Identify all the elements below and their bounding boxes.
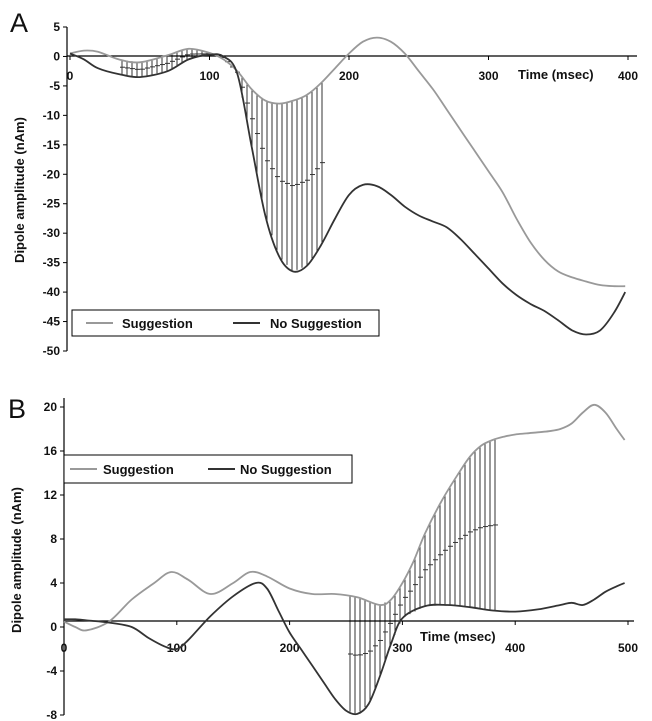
panel-a-y-tick-label: 0 [53, 49, 60, 63]
panel-a-y-tick-label: -25 [43, 197, 61, 211]
panel-a-legend-box [71, 309, 380, 337]
panel-b-legend: Suggestion No Suggestion [63, 454, 353, 484]
panel-a-y-tick-label: -35 [43, 256, 61, 270]
panel-b-x-tick-label: 300 [392, 641, 412, 655]
panel-a-y-tick-label: -5 [49, 79, 60, 93]
panel-a-legend-label-no-suggestion: No Suggestion [270, 316, 362, 331]
panel-a-y-tick-label: -10 [43, 108, 61, 122]
panel-a-legend-label-suggestion: Suggestion [122, 316, 193, 331]
panel-b-y-tick-label: 12 [44, 488, 58, 502]
panel-b-x-ticks: 0 100 200 300 400 500 [61, 621, 638, 655]
panel-b-y-axis-title: Dipole amplitude (nAm) [9, 487, 24, 633]
panel-b-y-ticks: 20 16 12 8 4 0 -4 -8 [44, 400, 64, 721]
panel-a-y-tick-label: -50 [43, 344, 61, 358]
panel-a-x-tick-label: 0 [67, 69, 74, 83]
panel-b-letter: B [8, 394, 26, 424]
panel-b-y-tick-label: 4 [50, 576, 57, 590]
panel-b-series-suggestion [63, 403, 626, 632]
panel-a-legend: Suggestion No Suggestion [71, 309, 380, 337]
panel-a-x-tick-label: 200 [339, 69, 359, 83]
panel-b-y-tick-label: -8 [46, 708, 57, 721]
panel-b-legend-label-no-suggestion: No Suggestion [240, 462, 332, 477]
panel-b-x-axis-title: Time (msec) [420, 629, 496, 644]
panel-b-y-tick-label: 20 [44, 400, 58, 414]
panel-a-y-tick-label: -20 [43, 167, 61, 181]
panel-a-x-ticks: 0 100 200 300 400 [67, 56, 638, 83]
panel-b-y-tick-label: 8 [50, 532, 57, 546]
panel-a-y-ticks: 5 0 -5 -10 -15 -20 -25 -30 -35 -40 -45 -50 [43, 20, 67, 358]
panel-a-x-tick-label: 100 [199, 69, 219, 83]
panel-a-series-no-suggestion [69, 52, 626, 336]
panel-a-y-tick-label: -30 [43, 226, 61, 240]
panel-a-y-tick-label: -15 [43, 138, 61, 152]
panel-a: A 5 0 -5 -10 -15 -20 -25 -30 -35 -40 -45 -50 0 100 20… [10, 8, 638, 358]
panel-a-y-tick-label: 5 [53, 20, 60, 34]
panel-b-y-tick-label: 16 [44, 444, 58, 458]
panel-a-x-tick-label: 400 [618, 69, 638, 83]
panel-b-x-tick-label: 0 [61, 641, 68, 655]
panel-a-x-axis-title: Time (msec) [518, 67, 594, 82]
panel-a-letter: A [10, 8, 28, 38]
panel-a-error-bars [120, 49, 325, 271]
panel-b: B 20 16 12 8 4 0 -4 -8 0 100 200 300 400 500 Time (m… [8, 394, 638, 721]
panel-b-x-tick-label: 100 [167, 641, 187, 655]
panel-a-y-axis-title: Dipole amplitude (nAm) [12, 117, 27, 263]
panel-a-y-tick-label: -45 [43, 315, 61, 329]
panel-b-y-tick-label: -4 [46, 664, 57, 678]
panel-a-series-suggestion [69, 36, 626, 288]
panel-b-x-tick-label: 400 [505, 641, 525, 655]
panel-b-x-tick-label: 500 [618, 641, 638, 655]
panel-b-x-tick-label: 200 [280, 641, 300, 655]
panel-b-error-bars [348, 439, 498, 714]
panel-b-legend-label-suggestion: Suggestion [103, 462, 174, 477]
panel-b-series-no-suggestion [63, 581, 625, 716]
panel-b-y-tick-label: 0 [50, 620, 57, 634]
panel-a-x-tick-label: 300 [478, 69, 498, 83]
panel-a-y-tick-label: -40 [43, 285, 61, 299]
